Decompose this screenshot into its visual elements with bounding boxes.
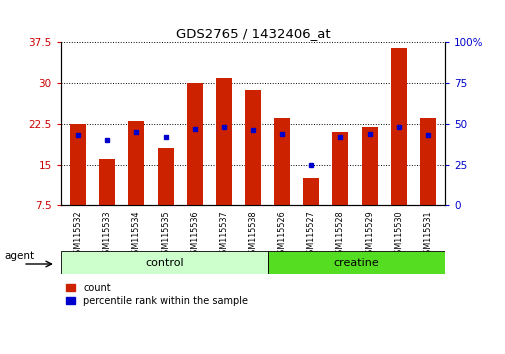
Bar xyxy=(128,121,144,205)
Bar xyxy=(419,119,435,205)
Bar xyxy=(186,83,203,205)
Bar xyxy=(99,159,115,205)
Bar xyxy=(70,124,86,205)
Bar xyxy=(274,119,289,205)
Bar xyxy=(216,78,231,205)
Text: creatine: creatine xyxy=(333,258,379,268)
Bar xyxy=(244,90,261,205)
Bar xyxy=(361,127,377,205)
Text: agent: agent xyxy=(5,251,35,261)
Text: control: control xyxy=(144,258,183,268)
Title: GDS2765 / 1432406_at: GDS2765 / 1432406_at xyxy=(175,27,330,40)
Bar xyxy=(61,251,267,274)
Bar xyxy=(302,178,319,205)
Bar xyxy=(390,48,406,205)
Legend: count, percentile rank within the sample: count, percentile rank within the sample xyxy=(66,283,247,306)
Bar xyxy=(157,148,173,205)
Bar xyxy=(267,251,444,274)
Bar xyxy=(332,132,348,205)
